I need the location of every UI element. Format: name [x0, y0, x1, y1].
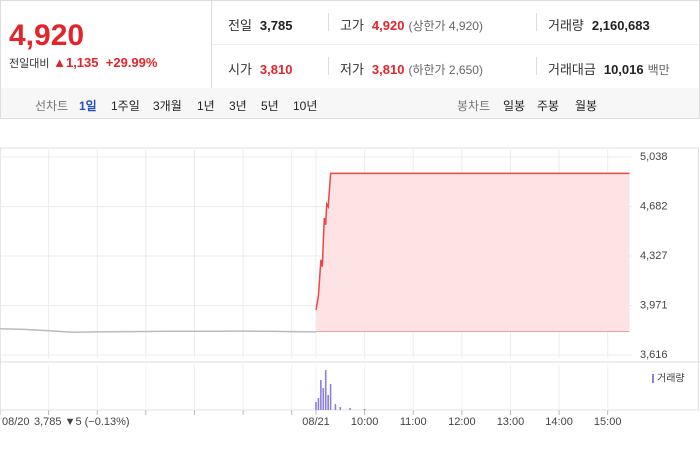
x-tick-label: 11:00: [400, 416, 427, 428]
stat-row: 시가 3,810 저가 3,810 (하한가 2,650) 거래대금 10,016 백만: [212, 45, 699, 88]
legend-label: 거래량: [657, 373, 685, 385]
stat: 저가 3,810 (하한가 2,650): [340, 59, 483, 78]
area: [316, 173, 630, 332]
line: [315, 172, 630, 311]
tab[interactable]: 3년: [229, 99, 247, 113]
stat: 고가 4,920 (상한가 4,920): [340, 15, 483, 34]
volume-bar: [320, 380, 322, 410]
separator: [536, 57, 537, 75]
volume-bar: [363, 409, 366, 410]
stat-label: 고가: [340, 18, 364, 33]
stat-label: 전일: [228, 18, 252, 33]
change-value: 1,135: [65, 55, 99, 70]
stat-value: 10,016: [603, 62, 644, 77]
volume-bar: [327, 395, 329, 410]
line: [0, 327, 317, 333]
stat-label: 저가: [340, 62, 364, 77]
tab-group-label: 봉차트: [457, 99, 491, 113]
stat-label: 거래량: [548, 18, 584, 33]
stat-value: 3,810: [371, 62, 405, 77]
tab[interactable]: 월봉: [575, 99, 598, 113]
x-tick-label: 12:00: [448, 416, 476, 428]
tab[interactable]: 1주일: [111, 99, 140, 113]
quote-box: 4,920 전일대비 ▲1,135 +29.99%: [1, 1, 212, 89]
stat-unit: 백만: [647, 63, 670, 77]
change: 전일대비 ▲1,135 +29.99%: [9, 55, 158, 70]
stat-row: 전일 3,785 고가 4,920 (상한가 4,920) 거래량 2,160,683: [212, 1, 699, 45]
volume-bar: [334, 404, 337, 410]
price: 4,920: [9, 19, 85, 52]
volume-bar: [315, 402, 317, 410]
legend-swatch: [652, 374, 654, 383]
volume-bar: [329, 384, 332, 410]
change-pct: +29.99%: [105, 55, 158, 70]
x-tick-label: 10:00: [351, 416, 379, 428]
tab[interactable]: 3개월: [153, 99, 182, 113]
tab-bar: 선차트 1일 1주일 3개월 1년 3년 5년 10년 봉차트 일봉 주봉 월봉: [0, 88, 700, 119]
y-tick-label: 3,971: [640, 299, 668, 311]
y-tick-label: 4,327: [640, 250, 668, 262]
tab[interactable]: 1일: [79, 99, 97, 113]
volume-bar: [324, 370, 327, 410]
tab[interactable]: 1년: [197, 99, 215, 113]
x-tick-label: 08/21: [302, 416, 330, 428]
separator: [328, 57, 329, 75]
tab[interactable]: 일봉: [503, 99, 526, 113]
separator: [536, 13, 537, 31]
quote-header: 4,920 전일대비 ▲1,135 +29.99% 전일 3,785 고가 4,920…: [0, 0, 700, 90]
x-tick-label: 13:00: [497, 416, 525, 428]
stat-label: 시가: [228, 62, 252, 77]
separator: [328, 13, 329, 31]
stat-value: 3,785: [259, 18, 293, 33]
x-tick-label: 14:00: [545, 416, 573, 428]
stat-value: 3,810: [259, 62, 293, 77]
stat-note: (하한가 2,650): [408, 63, 483, 77]
volume-bar: [317, 398, 320, 410]
stat-value: 2,160,683: [591, 18, 650, 33]
volume-bar: [339, 407, 342, 410]
stat-label: 거래대금: [548, 62, 596, 77]
y-tick-label: 3,616: [640, 349, 668, 361]
y-tick-label: 5,038: [640, 151, 668, 163]
stat: 시가 3,810: [228, 59, 292, 78]
stat-note: (상한가 4,920): [408, 19, 483, 33]
tab-group-label: 선차트: [35, 99, 69, 113]
tab[interactable]: 주봉: [537, 99, 560, 113]
tab[interactable]: 5년: [261, 99, 279, 113]
change-label: 전일대비: [9, 58, 50, 70]
volume-bar: [322, 388, 325, 410]
x-tick-label: 08/20: [2, 416, 30, 428]
x-tick-label: 15:00: [594, 416, 622, 428]
prev-note: 3,785 ▼5 (−0.13%): [34, 416, 130, 428]
volume-bar: [349, 408, 351, 410]
stat: 거래대금 10,016 백만: [548, 59, 670, 78]
tab[interactable]: 10년: [293, 99, 318, 113]
stat: 거래량 2,160,683: [548, 15, 650, 34]
stat-value: 4,920: [371, 18, 405, 33]
stat: 전일 3,785: [228, 15, 292, 34]
y-tick-label: 4,682: [640, 200, 668, 212]
